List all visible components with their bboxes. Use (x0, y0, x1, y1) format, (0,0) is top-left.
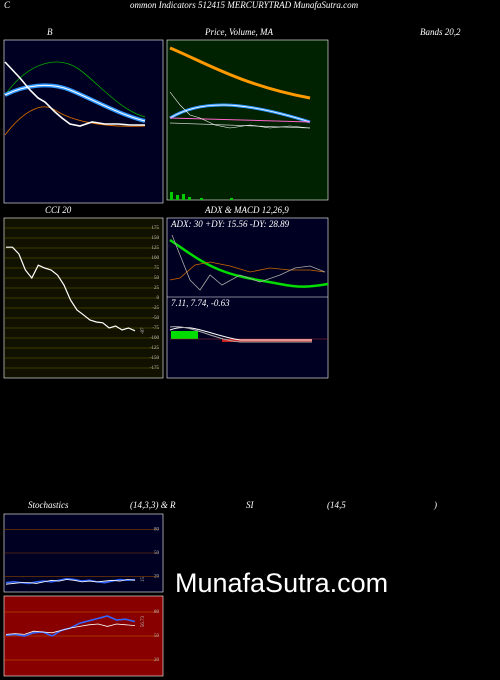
adx-title: ADX & MACD 12,26,9 (204, 205, 289, 215)
end-label: 15 (141, 577, 146, 583)
y-tick-label: -75 (152, 326, 159, 331)
macd (169, 326, 328, 343)
stoch-params: (14,3,3) & R (130, 500, 176, 510)
y-tick-label: 25 (154, 286, 160, 291)
y-tick-label: -100 (150, 336, 160, 341)
y-tick-label: 150 (152, 236, 160, 241)
rsi-params-close: ) (433, 500, 437, 510)
rsi-label: SI (246, 500, 255, 510)
price-lines (169, 46, 311, 129)
y-tick-label: 100 (152, 256, 160, 261)
series-line (5, 623, 136, 635)
adx-panel (166, 217, 329, 379)
bands-label: B (47, 27, 53, 37)
y-tick-label: 125 (152, 246, 160, 251)
series-line (6, 246, 136, 332)
y-tick-label: 0 (157, 296, 160, 301)
y-tick-label: 20 (154, 658, 160, 663)
series-line (5, 579, 136, 585)
y-tick-label: 50 (154, 551, 160, 556)
y-tick-label: -125 (150, 346, 160, 351)
volume-bars (170, 192, 233, 200)
y-tick-label: 175 (152, 226, 160, 231)
y-tick-label: 50 (154, 634, 160, 639)
adx-text: ADX: 30 +DY: 15.56 -DY: 28.89 (170, 219, 290, 229)
y-tick-label: -175 (150, 366, 160, 371)
cci-title: CCI 20 (45, 205, 72, 215)
y-tick-label: -150 (150, 356, 160, 361)
y-tick-label: -25 (152, 306, 159, 311)
macd-text: 7.11, 7.74, -0.63 (171, 298, 230, 308)
bands-label-right: Bands 20,2 (420, 27, 461, 37)
adx-lines (169, 234, 329, 291)
y-tick-label: 50 (154, 276, 160, 281)
end-label: 56.73 (141, 615, 146, 627)
y-tick-label: -50 (152, 316, 159, 321)
y-tick-label: 75 (154, 266, 160, 271)
title-c: C (4, 0, 11, 10)
y-tick-label: 80 (154, 610, 160, 615)
bands-lines (4, 61, 146, 136)
rsi-params: (14,5 (327, 500, 346, 510)
y-tick-label: 80 (154, 528, 160, 533)
y-tick-label: 20 (154, 575, 160, 580)
price-label: Price, Volume, MA (204, 27, 273, 37)
title: ommon Indicators 512415 MERCURYTRAD Muna… (130, 0, 359, 10)
watermark: MunafaSutra.com (175, 568, 388, 598)
end-label: -87 (141, 327, 146, 334)
stoch-label: Stochastics (28, 500, 69, 510)
